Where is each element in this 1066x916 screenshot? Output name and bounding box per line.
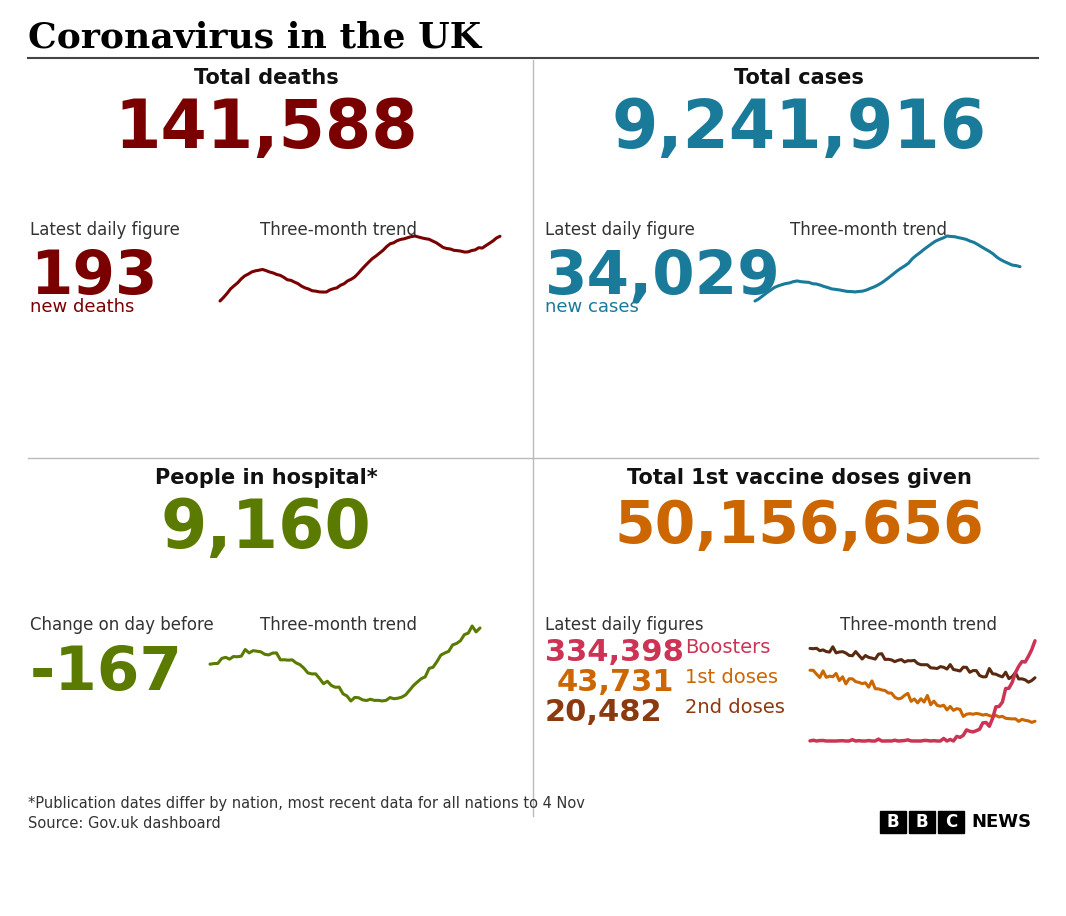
Text: 193: 193	[30, 248, 158, 307]
Text: 1st doses: 1st doses	[685, 668, 778, 687]
Text: 9,241,916: 9,241,916	[612, 96, 986, 162]
Bar	[938, 811, 964, 833]
Text: -167: -167	[30, 644, 183, 703]
Text: Source: Gov.uk dashboard: Source: Gov.uk dashboard	[28, 816, 221, 831]
Text: *Publication dates differ by nation, most recent data for all nations to 4 Nov: *Publication dates differ by nation, mos…	[28, 796, 585, 811]
Bar	[881, 811, 906, 833]
Bar	[909, 811, 935, 833]
Text: 141,588: 141,588	[114, 96, 418, 162]
Text: new cases: new cases	[545, 298, 639, 316]
Text: Three-month trend: Three-month trend	[260, 221, 417, 239]
Text: 50,156,656: 50,156,656	[614, 498, 984, 555]
Text: Latest daily figure: Latest daily figure	[545, 221, 695, 239]
Text: 334,398: 334,398	[545, 638, 684, 667]
Text: 9,160: 9,160	[161, 496, 371, 562]
Text: Boosters: Boosters	[685, 638, 771, 657]
Text: C: C	[944, 813, 957, 831]
Text: new deaths: new deaths	[30, 298, 134, 316]
Text: 34,029: 34,029	[545, 248, 780, 307]
Text: Three-month trend: Three-month trend	[840, 616, 997, 634]
Text: NEWS: NEWS	[971, 813, 1031, 831]
Text: Total 1st vaccine doses given: Total 1st vaccine doses given	[627, 468, 971, 488]
Text: Latest daily figure: Latest daily figure	[30, 221, 180, 239]
Text: 43,731: 43,731	[558, 668, 675, 697]
Text: Coronavirus in the UK: Coronavirus in the UK	[28, 20, 481, 54]
Text: Latest daily figures: Latest daily figures	[545, 616, 704, 634]
Text: Three-month trend: Three-month trend	[790, 221, 947, 239]
Text: B: B	[916, 813, 928, 831]
Text: 2nd doses: 2nd doses	[685, 698, 785, 717]
Text: Change on day before: Change on day before	[30, 616, 214, 634]
Text: Total deaths: Total deaths	[194, 68, 338, 88]
Text: 20,482: 20,482	[545, 698, 663, 727]
Text: People in hospital*: People in hospital*	[155, 468, 377, 488]
Text: B: B	[887, 813, 900, 831]
Text: Three-month trend: Three-month trend	[260, 616, 417, 634]
Text: Total cases: Total cases	[734, 68, 863, 88]
